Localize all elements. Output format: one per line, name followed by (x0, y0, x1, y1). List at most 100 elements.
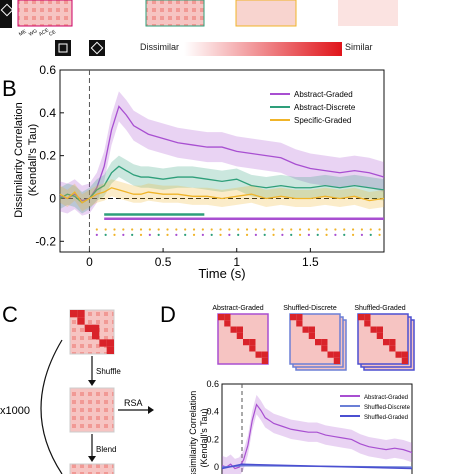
significance-dot (245, 233, 249, 236)
significance-dot (219, 228, 222, 231)
matrix-cell (224, 314, 231, 321)
matrix-cell (106, 339, 114, 347)
significance-dot (281, 228, 284, 231)
significance-dot (272, 233, 275, 236)
significance-dot (166, 233, 169, 236)
matrix-cell (302, 326, 309, 333)
matrix-cell (77, 310, 85, 318)
panel-d-ylabel-line1: Dissimilarity Correlation (188, 391, 198, 474)
legend-label: Shuffled-Graded (364, 415, 408, 421)
y-tick-label: 0 (49, 191, 56, 205)
significance-dot (122, 228, 125, 231)
matrix-cell (364, 314, 371, 321)
significance-dot (192, 228, 196, 231)
colorbar (184, 42, 342, 56)
matrix-cell (218, 314, 225, 321)
significance-dot (175, 233, 178, 236)
rsa-arrowhead (148, 406, 154, 414)
significance-dot (131, 228, 134, 231)
significance-dot (290, 228, 293, 231)
matrix-cell (261, 351, 268, 358)
panel-b-chart: -0.2 0 0.2 0.4 0.6 0 0.5 1 1.5 Abstract-Graded Abs… (35, 63, 385, 269)
significance-dot (307, 233, 310, 236)
matrix-cell (290, 314, 297, 321)
matrix-cell (249, 345, 256, 352)
matrix-title-abstract-graded: Abstract-Graded (212, 305, 263, 312)
significance-dot (113, 228, 116, 231)
significance-dot (219, 233, 222, 236)
significance-dot (245, 228, 249, 231)
significance-dot (254, 233, 257, 236)
significance-dot (122, 233, 125, 236)
top-matrix-1 (17, 0, 73, 27)
significance-dot (325, 228, 328, 231)
square-icon-block (55, 40, 71, 56)
x-tick-label: 1.5 (302, 255, 319, 269)
significance-dot (281, 233, 284, 236)
panel-c-diagram: Shuffle Blend RSA x1000 (0, 309, 154, 474)
panel-b-ylabel-line2: (Kendall's Tau) (27, 124, 39, 196)
significance-dot (95, 228, 98, 231)
significance-dot (263, 233, 266, 236)
x-tick-label: 1 (233, 255, 240, 269)
matrix-cell (255, 351, 262, 358)
significance-dot (351, 233, 355, 236)
matrix-blended (69, 463, 115, 474)
matrix-cell (315, 339, 322, 346)
significance-dot (316, 228, 319, 231)
significance-dot (184, 228, 187, 231)
top-matrix-2 (145, 0, 205, 27)
y-tick-label: 0.4 (39, 106, 56, 120)
y-tick-label: 0.2 (39, 149, 56, 163)
significance-dot (237, 228, 240, 231)
y-tick-label: 0.2 (206, 434, 219, 444)
significance-dot (148, 228, 151, 231)
legend-label: Abstract-Discrete (294, 103, 356, 112)
rsa-label: RSA (124, 398, 143, 408)
diamond-icon (0, 3, 14, 17)
matrix-cell (358, 314, 365, 321)
matrix-cell (321, 339, 328, 346)
panel-d-matrices (217, 313, 415, 371)
matrix-cell (333, 357, 340, 364)
matrix-cell (70, 310, 78, 318)
matrix-cell (308, 332, 315, 339)
top-axis-label: ME (18, 28, 28, 37)
series-line (221, 403, 413, 470)
top-matrix-3 (235, 0, 297, 27)
significance-dot (237, 233, 240, 236)
significance-dot (210, 228, 213, 231)
series-line (59, 105, 385, 202)
panel-c-letter: C (2, 302, 18, 327)
matrix-title-shuffled-discrete: Shuffled-Discrete (283, 305, 337, 312)
x-tick-label: 0.5 (155, 255, 172, 269)
significance-dot (360, 233, 364, 236)
significance-dot (369, 228, 372, 231)
matrix-title-shuffled-graded: Shuffled-Graded (354, 305, 405, 312)
series-line (59, 187, 385, 204)
diamond-icon-2 (90, 41, 104, 55)
x-tick-label: 0 (86, 255, 93, 269)
colorbar-left-label: Dissimilar (140, 42, 179, 52)
matrix-cell (389, 339, 396, 346)
significance-dot (201, 228, 204, 231)
significance-dot (334, 233, 337, 236)
panel-d-letter: D (160, 302, 176, 327)
significance-dot (290, 233, 293, 236)
top-matrix-4 (338, 0, 398, 26)
significance-dot (139, 233, 143, 236)
matrix-cell (236, 326, 243, 333)
matrix-cell (230, 326, 237, 333)
square-icon (58, 43, 68, 53)
significance-dot (104, 228, 107, 231)
panel-b-letter: B (2, 76, 17, 101)
significance-dot (131, 233, 134, 236)
significance-dot (334, 228, 337, 231)
significance-dot (307, 228, 310, 231)
y-tick-label: 0.4 (206, 407, 219, 417)
significance-dot (184, 233, 187, 236)
matrix-cell (389, 345, 396, 352)
matrix-cell (370, 326, 377, 333)
